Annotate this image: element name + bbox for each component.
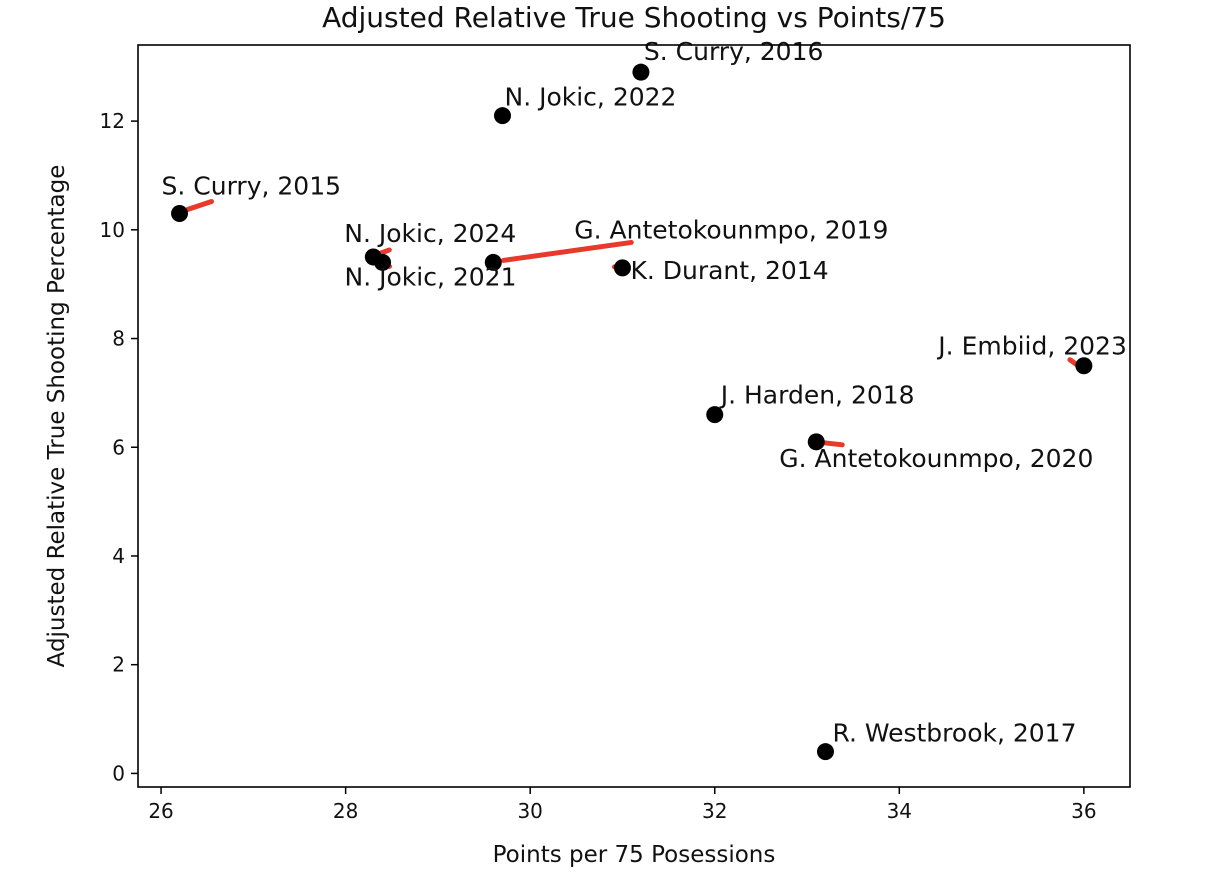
y-tick-label: 10 [100,218,125,242]
point-label: N. Jokic, 2024 [344,219,516,248]
y-tick-label: 8 [112,327,125,351]
y-tick-label: 6 [112,435,125,459]
point-label: S. Curry, 2016 [644,37,824,66]
point-label: N. Jokic, 2021 [345,262,517,291]
point-label: J. Harden, 2018 [719,381,915,410]
x-axis-label: Points per 75 Posessions [493,842,776,868]
point-label: G. Antetokounmpo, 2020 [779,444,1093,473]
x-tick-label: 32 [702,799,727,823]
data-point [632,63,650,81]
point-label: R. Westbrook, 2017 [832,719,1076,748]
data-markers [171,63,1093,761]
x-tick-label: 26 [148,799,173,823]
data-point [706,406,724,424]
data-point [484,253,502,271]
y-tick-label: 2 [112,653,125,677]
data-point [1075,357,1093,375]
y-tick-label: 0 [112,761,125,785]
x-tick-label: 36 [1071,799,1096,823]
x-axis-ticks: 26 28 30 32 34 36 [148,787,1097,823]
y-tick-label: 4 [112,544,125,568]
plot-area-frame [137,44,1131,788]
label-connector [185,199,215,213]
label-connector [500,239,634,263]
data-point [807,433,825,451]
x-tick-label: 34 [887,799,912,823]
x-tick-label: 28 [333,799,358,823]
data-point [613,259,631,277]
point-labels: S. Curry, 2016 N. Jokic, 2022 S. Curry, 20… [162,37,1127,747]
data-point [171,205,189,223]
point-label: S. Curry, 2015 [162,172,342,201]
y-tick-label: 12 [100,109,125,133]
point-label: J. Embiid, 2023 [936,332,1127,361]
data-point [816,743,834,761]
chart-title: Adjusted Relative True Shooting vs Point… [322,1,946,34]
point-label: N. Jokic, 2022 [505,83,677,112]
y-axis-ticks: 0 2 4 6 8 10 12 [100,109,138,785]
point-label: G. Antetokounmpo, 2019 [574,215,888,244]
point-label: K. Durant, 2014 [630,256,828,285]
data-point [494,107,512,125]
label-connector [821,440,845,448]
data-point [374,253,392,271]
x-tick-label: 30 [517,799,542,823]
y-axis-label: Adjusted Relative True Shooting Percenta… [44,165,70,668]
